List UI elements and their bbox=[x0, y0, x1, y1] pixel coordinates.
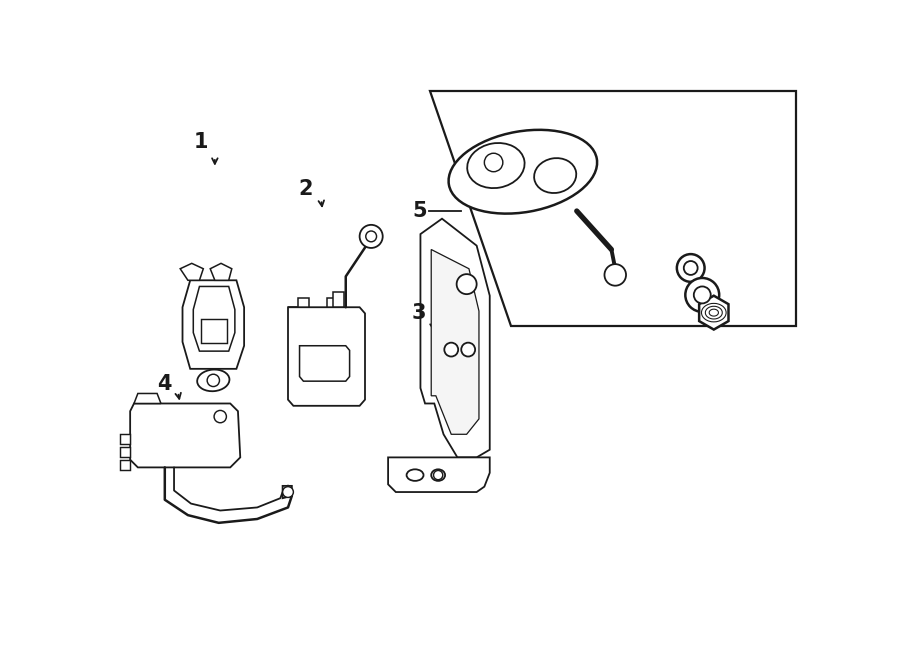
Circle shape bbox=[461, 342, 475, 356]
Circle shape bbox=[684, 261, 698, 275]
Polygon shape bbox=[288, 307, 365, 406]
Ellipse shape bbox=[534, 158, 576, 193]
Polygon shape bbox=[194, 286, 235, 351]
Circle shape bbox=[677, 254, 705, 282]
Polygon shape bbox=[283, 486, 292, 498]
Ellipse shape bbox=[407, 469, 424, 481]
Polygon shape bbox=[211, 263, 232, 280]
Polygon shape bbox=[300, 346, 349, 381]
Circle shape bbox=[283, 486, 293, 498]
Polygon shape bbox=[430, 91, 796, 326]
Circle shape bbox=[456, 274, 477, 294]
Polygon shape bbox=[180, 263, 203, 280]
Circle shape bbox=[694, 286, 711, 303]
Circle shape bbox=[207, 374, 220, 387]
Text: 3: 3 bbox=[411, 303, 427, 323]
Ellipse shape bbox=[431, 469, 446, 481]
Polygon shape bbox=[120, 459, 130, 471]
Polygon shape bbox=[120, 434, 130, 444]
Text: 5: 5 bbox=[412, 201, 427, 221]
Circle shape bbox=[365, 231, 376, 242]
Text: 2: 2 bbox=[299, 179, 313, 200]
Polygon shape bbox=[183, 280, 244, 369]
Polygon shape bbox=[130, 403, 240, 467]
Circle shape bbox=[445, 342, 458, 356]
Text: 1: 1 bbox=[194, 132, 208, 151]
Circle shape bbox=[434, 471, 443, 480]
Text: 4: 4 bbox=[158, 374, 172, 394]
Polygon shape bbox=[134, 393, 161, 403]
Polygon shape bbox=[120, 447, 130, 457]
Ellipse shape bbox=[197, 369, 230, 391]
Polygon shape bbox=[333, 292, 344, 307]
Polygon shape bbox=[431, 249, 479, 434]
Polygon shape bbox=[420, 219, 490, 457]
Circle shape bbox=[685, 278, 719, 312]
Circle shape bbox=[605, 264, 626, 286]
Polygon shape bbox=[201, 319, 227, 344]
Ellipse shape bbox=[448, 130, 597, 214]
Circle shape bbox=[360, 225, 382, 248]
Polygon shape bbox=[388, 457, 490, 492]
Polygon shape bbox=[699, 295, 728, 330]
Circle shape bbox=[214, 410, 227, 423]
Circle shape bbox=[484, 153, 503, 172]
Ellipse shape bbox=[467, 143, 525, 188]
